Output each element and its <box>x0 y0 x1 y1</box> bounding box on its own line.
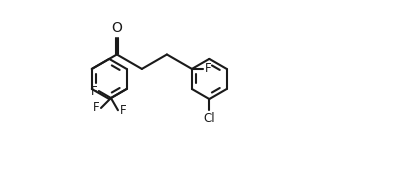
Text: F: F <box>120 104 126 117</box>
Text: F: F <box>90 85 97 98</box>
Text: F: F <box>205 62 211 75</box>
Text: F: F <box>93 101 100 114</box>
Text: Cl: Cl <box>203 112 215 125</box>
Text: O: O <box>111 21 122 35</box>
